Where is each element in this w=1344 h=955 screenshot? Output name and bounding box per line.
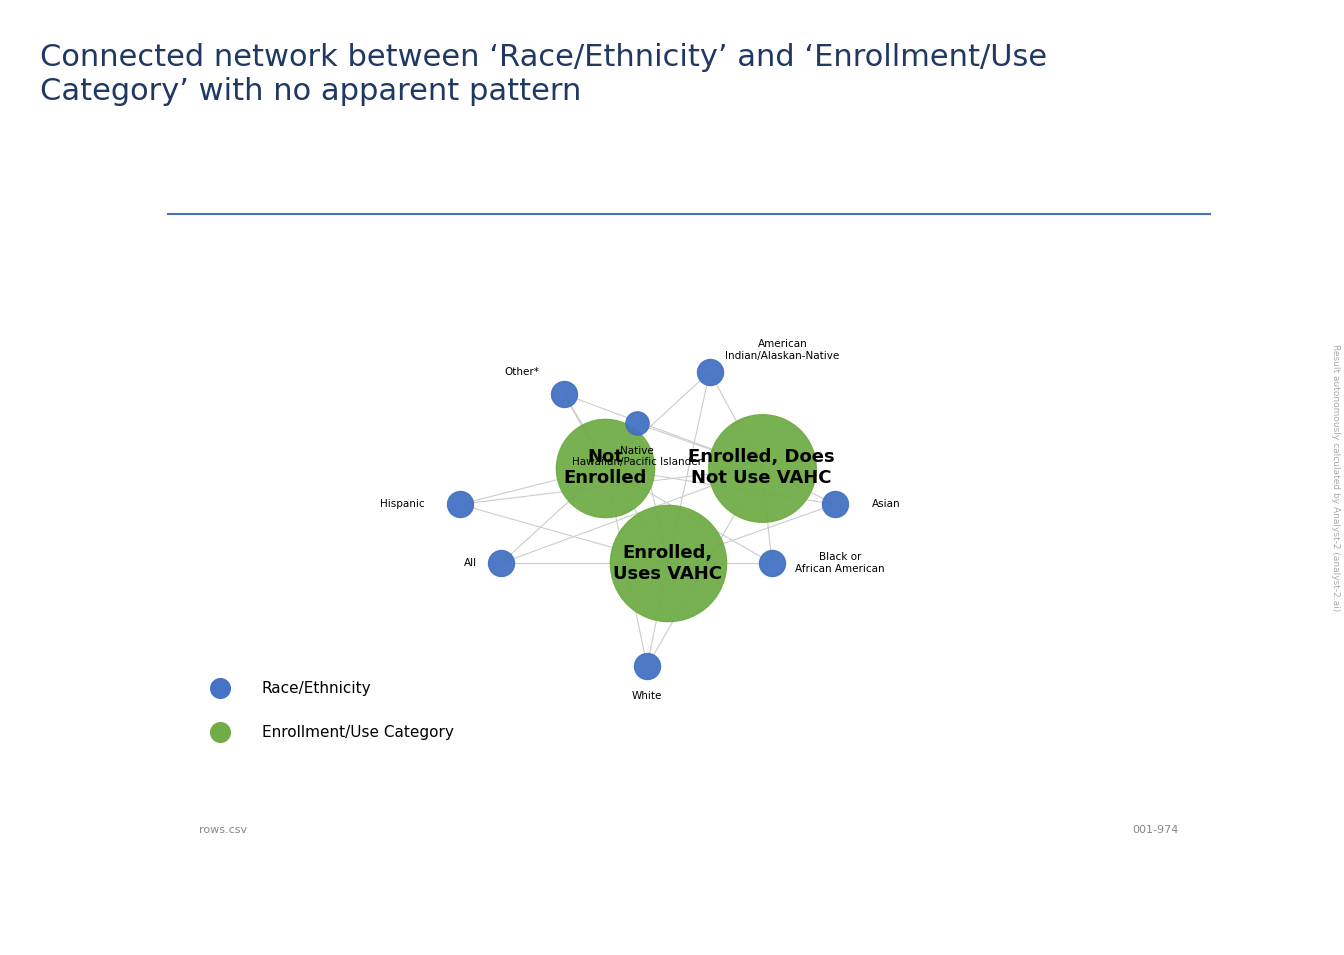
Point: [594, 460, 616, 476]
Text: Race/Ethnicity: Race/Ethnicity: [262, 681, 371, 695]
Point: [637, 659, 659, 674]
Point: [210, 725, 231, 740]
Text: 001-974: 001-974: [1132, 825, 1179, 836]
Point: [554, 387, 575, 402]
Text: Native
Hawaiian/Pacific Islander: Native Hawaiian/Pacific Islander: [571, 446, 702, 467]
Text: White: White: [632, 690, 663, 701]
Point: [699, 365, 720, 380]
Point: [751, 460, 773, 476]
Text: Enrollment/Use Category: Enrollment/Use Category: [262, 725, 454, 740]
Text: American
Indian/Alaskan-Native: American Indian/Alaskan-Native: [726, 339, 840, 361]
Text: Enrolled, Does
Not Use VAHC: Enrolled, Does Not Use VAHC: [688, 448, 835, 487]
Text: Result autonomously calculated by Analyst-2 (analyst-2.ai): Result autonomously calculated by Analys…: [1331, 344, 1340, 611]
Point: [449, 497, 470, 512]
Text: rows.csv: rows.csv: [199, 825, 247, 836]
Text: All: All: [464, 558, 477, 568]
Point: [824, 497, 845, 512]
Text: Asian: Asian: [872, 499, 900, 509]
Point: [210, 681, 231, 696]
Text: Other*: Other*: [505, 367, 539, 377]
Point: [491, 556, 512, 571]
Text: Not
Enrolled: Not Enrolled: [563, 448, 648, 487]
Text: Connected network between ‘Race/Ethnicity’ and ‘Enrollment/Use
Category’ with no: Connected network between ‘Race/Ethnicit…: [40, 43, 1047, 106]
Text: Black or
African American: Black or African American: [796, 552, 884, 574]
Text: Hispanic: Hispanic: [380, 499, 425, 509]
Point: [626, 415, 648, 431]
Point: [761, 556, 782, 571]
Point: [657, 556, 679, 571]
Text: Enrolled,
Uses VAHC: Enrolled, Uses VAHC: [613, 543, 723, 583]
